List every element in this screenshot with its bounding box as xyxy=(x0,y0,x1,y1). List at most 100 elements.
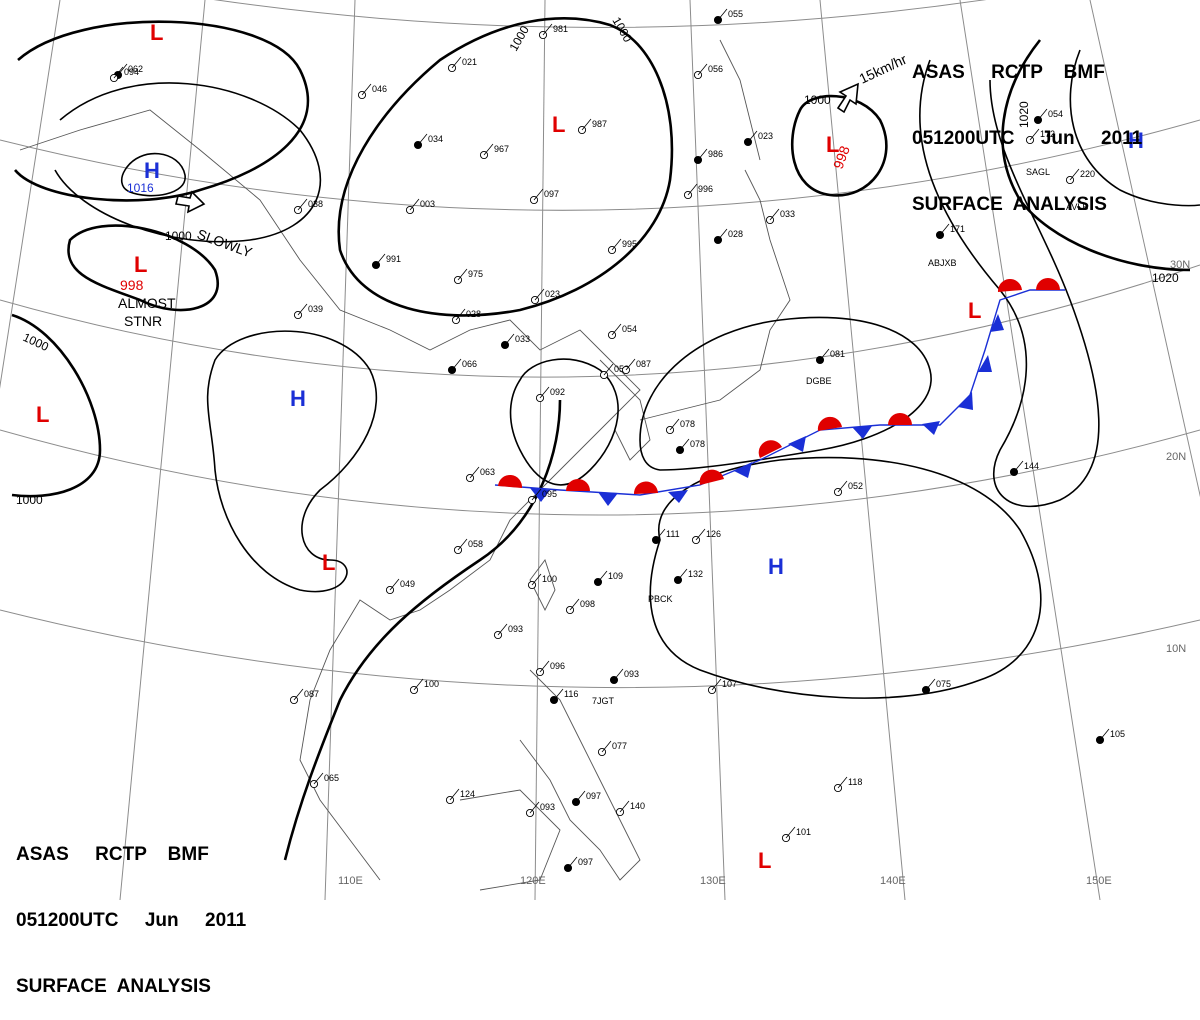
almost-stationary-label: ALMOST xyxy=(118,295,176,311)
cold-front-mark xyxy=(734,462,752,478)
wind-barb-icon xyxy=(619,800,630,813)
wind-barb-icon xyxy=(819,348,830,361)
station-pressure-value: 097 xyxy=(578,857,593,867)
station-pressure-value: 100 xyxy=(424,679,439,689)
station-plot: 096 xyxy=(535,660,565,677)
wind-barb-icon xyxy=(542,23,553,36)
wind-barb-icon xyxy=(581,118,592,131)
station-plot: 109 xyxy=(593,570,623,587)
header-line-3: SURFACE ANALYSIS xyxy=(912,194,1107,215)
wind-barb-icon xyxy=(449,788,460,801)
isobar-east-low xyxy=(639,316,932,471)
pressure-centers: L L 998 ALMOST STNR L L 998 L L L L H H … xyxy=(36,20,1144,873)
station-pressure-value: 991 xyxy=(386,254,401,264)
high-center-mark: H xyxy=(290,386,306,411)
isobar-east-mid xyxy=(918,59,1100,508)
station-pressure-value: 111 xyxy=(666,529,680,539)
isobar-outer-west xyxy=(54,82,322,243)
station-plot: 987 xyxy=(577,118,607,135)
station-pressure-value: 056 xyxy=(708,64,723,74)
station-pressure-value: 062 xyxy=(128,64,143,74)
station-plot: 054 xyxy=(607,323,637,340)
high-center-mark: H xyxy=(144,158,160,183)
low-center-mark: L xyxy=(552,112,565,137)
station-plot: 098 xyxy=(565,598,595,615)
warm-front-mark xyxy=(888,413,912,425)
wind-barb-icon xyxy=(601,740,612,753)
meridian-line xyxy=(689,0,726,900)
station-pressure-value: 003 xyxy=(420,199,435,209)
station-plot: 126 xyxy=(691,528,721,545)
wind-barb-icon xyxy=(455,308,466,321)
station-pressure-value: 097 xyxy=(544,189,559,199)
isobar-central-ring xyxy=(509,358,619,486)
station-pressure-value: 052 xyxy=(848,481,863,491)
parallel-line xyxy=(0,429,1200,516)
isobar-1000-north-central xyxy=(337,17,674,317)
isobar-1000-far-west xyxy=(11,313,102,498)
wind-barb-icon xyxy=(409,198,420,211)
wind-barb-icon xyxy=(925,678,936,691)
station-pressure-value: 967 xyxy=(494,144,509,154)
coastline-korea xyxy=(599,359,651,461)
meridian-line xyxy=(1089,0,1200,498)
cold-front-mark xyxy=(788,436,806,452)
station-pressure-value: 058 xyxy=(614,364,629,374)
parallel-line xyxy=(0,264,1200,378)
longitude-label: 110E xyxy=(338,875,363,887)
isobar-1000-northeast-low xyxy=(790,94,888,197)
station-pressure-value: 220 xyxy=(1080,169,1095,179)
low-center-mark: L xyxy=(36,402,49,427)
station-pressure-value: 087 xyxy=(304,689,319,699)
wind-barb-icon xyxy=(531,573,542,586)
station-plot: 140 xyxy=(615,800,645,817)
header-line-1: ASAS RCTP BMF xyxy=(16,844,209,865)
station-plot: 172 xyxy=(1025,128,1055,145)
station-plot: 097 xyxy=(563,856,593,873)
station-pressure-value: 093 xyxy=(540,802,555,812)
station-plot: 124 xyxy=(445,788,475,805)
wind-barb-icon xyxy=(569,598,580,611)
wind-barb-icon xyxy=(747,130,758,143)
station-plot: 996 xyxy=(683,183,713,200)
coastline-borneo xyxy=(459,789,561,891)
station-plot: 038 xyxy=(293,198,323,215)
wind-barb-icon xyxy=(293,688,304,701)
station-pressure-value: 975 xyxy=(468,269,483,279)
station-code-label: ABJXB xyxy=(928,258,957,268)
warm-front-mark xyxy=(817,416,842,431)
wind-barb-icon xyxy=(695,528,706,541)
station-pressure-value: 172 xyxy=(1040,129,1055,139)
chart-header-top-right: ASAS RCTP BMF 051200UTC Jun 2011 SURFACE… xyxy=(912,18,1142,238)
station-plot: 118 xyxy=(833,776,862,793)
wind-barb-icon xyxy=(711,678,722,691)
station-plot: 078 xyxy=(665,418,695,435)
wind-barb-icon xyxy=(575,790,586,803)
isobar-label: 1020 xyxy=(1017,101,1031,128)
station-pressure-value: 058 xyxy=(468,539,483,549)
station-plot: 220 xyxy=(1065,168,1095,185)
station-plot: 028 xyxy=(713,228,743,245)
station-plot: 066 xyxy=(447,358,477,375)
station-plot: 046 xyxy=(357,83,387,100)
station-plots: 062 046 021 034 967 981 055 056 987 023 003 038 991 9… xyxy=(109,8,1125,873)
wind-barb-icon xyxy=(451,358,462,371)
station-plot: 028 xyxy=(451,308,481,325)
station-pressure-value: 039 xyxy=(308,304,323,314)
wind-barb-icon xyxy=(697,63,708,76)
station-plot: 003 xyxy=(405,198,435,215)
station-pressure-value: 038 xyxy=(308,199,323,209)
wind-barb-icon xyxy=(611,323,622,336)
low-pressure-value: 998 xyxy=(120,277,144,293)
wind-barb-icon xyxy=(567,856,578,869)
wind-barb-icon xyxy=(679,438,690,451)
station-plot: 105 xyxy=(1095,728,1125,745)
station-plot: 094 xyxy=(109,66,139,83)
wind-barb-icon xyxy=(529,801,540,814)
almost-stationary-label: STNR xyxy=(124,313,162,329)
isobar-label: 1000 xyxy=(165,229,192,243)
coastline-philippines xyxy=(519,669,641,881)
station-pressure-value: 049 xyxy=(400,579,415,589)
isobar-1016-small-high xyxy=(120,152,186,197)
station-pressure-value: 105 xyxy=(1110,729,1125,739)
